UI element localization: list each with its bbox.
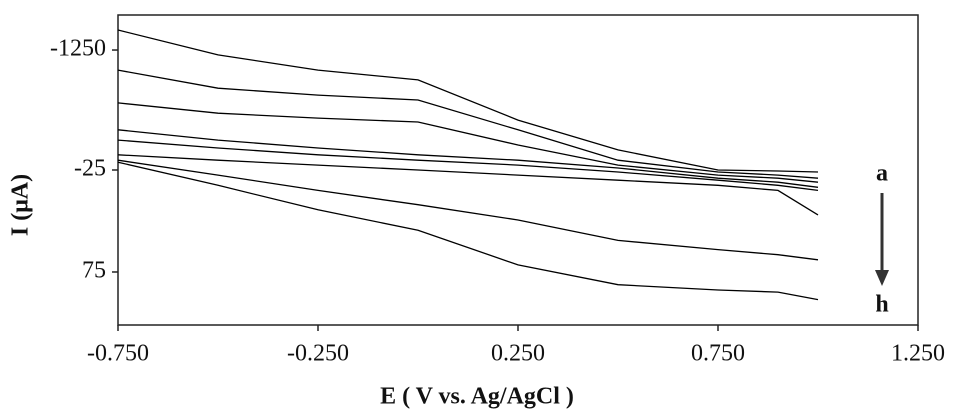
- x-tick-label: 0.750: [691, 341, 745, 367]
- curve: [117, 139, 819, 192]
- y-tick-label: -1250: [50, 36, 106, 62]
- x-tick-label: -0.250: [287, 341, 349, 367]
- y-tick-label: 75: [82, 257, 106, 283]
- x-tick-label: 1.250: [891, 341, 945, 367]
- curve: [117, 161, 819, 301]
- annotation: h: [875, 292, 888, 318]
- curve: [117, 102, 819, 183]
- y-tick-label: -25: [74, 156, 106, 182]
- curve: [117, 69, 819, 179]
- y-axis-label: I (μA): [8, 174, 34, 236]
- x-tick-label: 0.250: [491, 341, 545, 367]
- curve: [117, 129, 819, 188]
- arrow-head: [875, 270, 889, 286]
- annotation: a: [876, 161, 888, 187]
- plot-frame: [117, 14, 919, 326]
- curve: [117, 159, 819, 261]
- x-tick-label: -0.750: [87, 341, 149, 367]
- curve: [117, 154, 819, 216]
- curve: [117, 29, 819, 173]
- x-axis-label: E ( V vs. Ag/AgCl ): [380, 384, 574, 410]
